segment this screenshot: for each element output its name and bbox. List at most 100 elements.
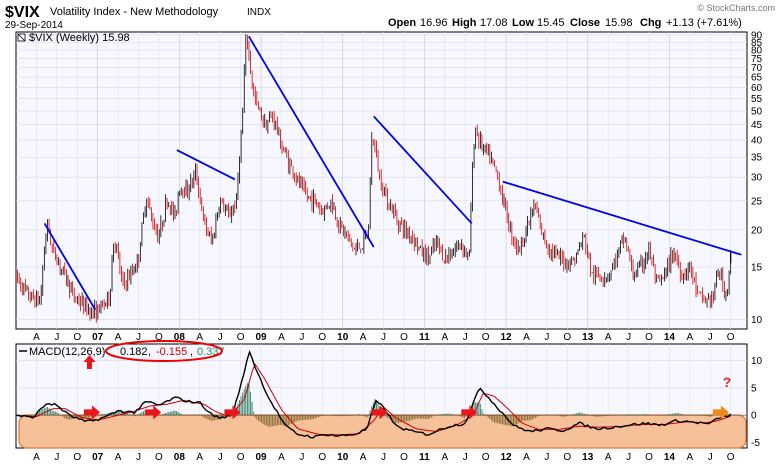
x-tick-label: A	[360, 332, 367, 343]
x-tick-label: O	[400, 452, 408, 463]
x-tick-label: O	[73, 452, 81, 463]
signal-line	[16, 363, 731, 436]
trendlines	[43, 35, 742, 311]
price-tick-label: 65	[751, 73, 763, 84]
x-tick-label: O	[318, 332, 326, 343]
x-tick-label: 08	[174, 332, 186, 343]
x-tick-label: J	[626, 332, 631, 343]
x-tick-label: A	[115, 452, 122, 463]
right-arrow-orange	[712, 405, 729, 420]
up-arrow-red	[83, 355, 96, 369]
macd-legend-circle	[105, 340, 223, 362]
x-tick-label: J	[708, 332, 713, 343]
question-mark: ?	[723, 374, 732, 390]
x-tick-label: 14	[664, 332, 676, 343]
macd-tick-label: -5	[751, 438, 760, 449]
x-tick-label: 07	[92, 452, 104, 463]
price-tick-label: 80	[751, 46, 763, 57]
x-tick-label: O	[645, 332, 653, 343]
low-label: Low	[512, 17, 534, 29]
x-tick-label: O	[318, 452, 326, 463]
x-tick-label: O	[727, 332, 735, 343]
x-tick-label: A	[360, 452, 367, 463]
price-grid	[16, 32, 747, 329]
price-tick-label: 70	[751, 63, 763, 74]
x-tick-label: 13	[582, 452, 594, 463]
exchange: INDX	[247, 7, 271, 18]
x-tick-label: O	[155, 332, 163, 343]
x-tick-label: A	[441, 452, 448, 463]
ohlc-readout: Open 16.96 High 17.08 Low 15.45 Close 15…	[388, 17, 742, 29]
x-tick-label: A	[196, 332, 203, 343]
x-tick-label: O	[237, 452, 245, 463]
x-tick-label: 07	[92, 332, 104, 343]
macd-sep-2: ,	[190, 346, 193, 358]
x-tick-label: A	[278, 332, 285, 343]
x-tick-label: 08	[174, 452, 186, 463]
price-x-axis: A J O 07 A J O 08 A J O 09 A J O 10 A J O 11 A J O 12 A J O 13 A J O 14…	[33, 332, 735, 343]
x-tick-label: A	[115, 332, 122, 343]
x-tick-label: J	[218, 452, 223, 463]
trendline	[43, 222, 97, 311]
x-tick-label: 12	[500, 452, 512, 463]
right-arrow-red	[461, 405, 478, 420]
trendline	[502, 180, 742, 256]
x-tick-label: A	[686, 332, 693, 343]
x-tick-label: A	[605, 332, 612, 343]
x-tick-label: O	[645, 452, 653, 463]
macd-legend-prefix: MACD(12,26,9)	[29, 346, 105, 358]
x-tick-label: 13	[582, 332, 594, 343]
right-arrow-red	[83, 405, 100, 420]
x-tick-label: A	[33, 452, 40, 463]
macd-x-axis: A J O 07 A J O 08 A J O 09 A J O 10 A J O 11 A J O 12 A J O 13 A J O 14…	[33, 452, 735, 463]
right-arrow-red	[224, 405, 241, 420]
x-tick-label: 14	[664, 452, 676, 463]
price-tick-label: 40	[751, 135, 763, 146]
x-tick-label: 12	[500, 332, 512, 343]
price-tick-label: 90	[751, 30, 763, 41]
close-value: 15.98	[605, 17, 633, 29]
x-tick-label: J	[708, 452, 713, 463]
x-tick-label: O	[482, 452, 490, 463]
trendline	[248, 35, 375, 248]
x-tick-label: J	[54, 332, 59, 343]
x-tick-label: J	[136, 332, 141, 343]
x-tick-label: 11	[419, 452, 430, 463]
macd-line	[16, 349, 732, 439]
x-tick-label: O	[73, 332, 81, 343]
right-arrow-red	[371, 405, 388, 420]
x-tick-label: 09	[255, 332, 267, 343]
chg-label: Chg	[640, 17, 661, 29]
price-tick-label: 55	[751, 94, 763, 105]
price-tick-label: 25	[751, 196, 763, 207]
open-label: Open	[388, 17, 416, 29]
macd-tick-label: 5	[751, 383, 757, 394]
price-tick-label: 30	[751, 173, 763, 184]
open-value: 16.96	[420, 17, 448, 29]
x-tick-label: 10	[337, 332, 349, 343]
x-tick-label: J	[218, 332, 223, 343]
trendline	[176, 149, 236, 181]
negative-zone-highlight	[18, 414, 747, 449]
x-tick-label: J	[136, 452, 141, 463]
macd-lines	[16, 349, 732, 439]
macd-tick-label: 0	[751, 411, 757, 422]
x-tick-label: J	[463, 332, 468, 343]
price-tick-label: 10	[751, 315, 763, 326]
x-tick-label: O	[563, 332, 571, 343]
x-tick-label: A	[33, 332, 40, 343]
price-legend: $VIX (Weekly) 15.98	[29, 32, 130, 44]
x-tick-label: J	[381, 332, 386, 343]
x-tick-label: A	[605, 452, 612, 463]
high-label: High	[452, 17, 477, 29]
x-tick-label: O	[237, 332, 245, 343]
watermark: © StockCharts.com	[697, 3, 775, 13]
macd-value: 0.182	[120, 346, 148, 358]
price-tick-label: 35	[751, 153, 763, 164]
macd-sep-1: ,	[148, 346, 151, 358]
legend-check-mark	[17, 33, 26, 42]
x-tick-label: 10	[337, 452, 349, 463]
